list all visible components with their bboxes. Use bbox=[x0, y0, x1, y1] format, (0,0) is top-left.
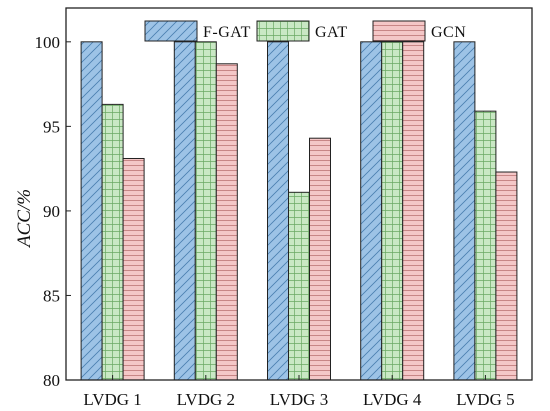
bar-gcn-1 bbox=[122, 157, 145, 381]
legend: F-GAT GAT GCN bbox=[144, 20, 466, 42]
plot-frame bbox=[65, 7, 533, 381]
x-tick-label: LVDG 4 bbox=[363, 390, 422, 409]
x-tick-label: LVDG 3 bbox=[270, 390, 328, 409]
y-axis-label: ACC/% bbox=[14, 189, 35, 249]
y-tick-label: 100 bbox=[35, 33, 61, 52]
x-tick-label: LVDG 1 bbox=[83, 390, 141, 409]
bar-f-gat-5 bbox=[453, 41, 476, 381]
legend-label-f-gat: F-GAT bbox=[203, 24, 251, 41]
legend-swatch-f-gat bbox=[144, 20, 198, 42]
legend-label-gcn: GCN bbox=[431, 24, 466, 41]
legend-swatch-gcn bbox=[372, 20, 426, 42]
legend-label-gat: GAT bbox=[315, 24, 348, 41]
y-tick-label: 95 bbox=[43, 117, 60, 136]
legend-swatch-gat bbox=[256, 20, 310, 42]
bars-layer bbox=[80, 41, 518, 381]
bar-gcn-5 bbox=[495, 171, 518, 381]
bar-gat-1 bbox=[101, 103, 124, 381]
x-tick-label: LVDG 2 bbox=[177, 390, 235, 409]
bar-gcn-2 bbox=[215, 63, 238, 381]
bar-f-gat-3 bbox=[267, 41, 289, 381]
bar-gcn-4 bbox=[402, 41, 425, 381]
y-tick-label: 85 bbox=[43, 286, 60, 305]
x-tick-label: LVDG 5 bbox=[456, 390, 514, 409]
axes-layer: LVDG 1 LVDG 2 LVDG 3 LVDG 4 LVDG 5 80 85 90 95 10… bbox=[35, 7, 533, 409]
bar-f-gat-1 bbox=[80, 41, 103, 381]
bar-gcn-3 bbox=[309, 137, 331, 381]
y-tick-label: 90 bbox=[43, 202, 60, 221]
y-tick-label: 80 bbox=[43, 371, 60, 390]
bar-gat-2 bbox=[194, 41, 217, 381]
bar-gat-4 bbox=[381, 41, 404, 381]
bar-f-gat-2 bbox=[173, 41, 196, 381]
bar-gat-3 bbox=[288, 191, 310, 381]
bar-gat-5 bbox=[474, 110, 497, 381]
bar-f-gat-4 bbox=[360, 41, 383, 381]
